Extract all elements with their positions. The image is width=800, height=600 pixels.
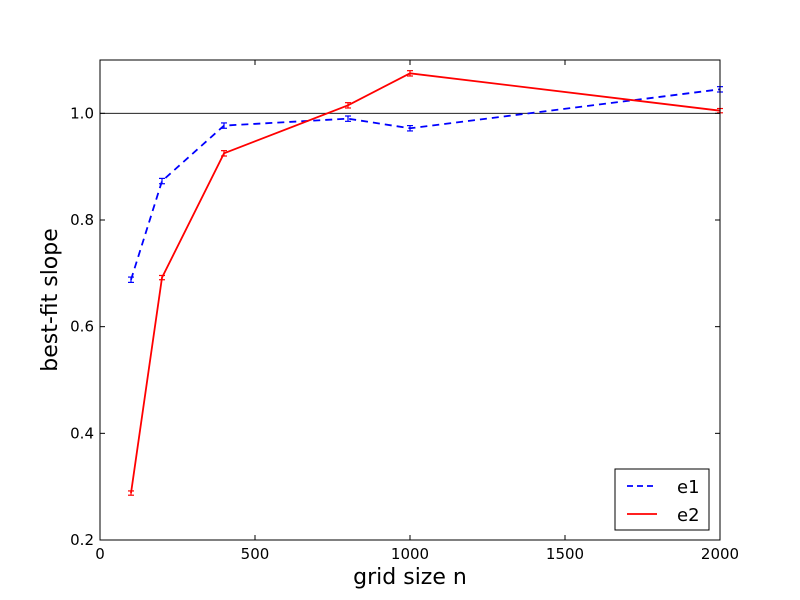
x-tick-label: 1500 [546, 545, 584, 563]
x-tick-label: 500 [241, 545, 270, 563]
series-line-e2 [130, 72, 721, 494]
legend-label-e2: e2 [677, 505, 700, 526]
series-line-e1 [130, 88, 721, 280]
data-point-e1-1 [159, 177, 165, 185]
data-point-e2-4 [407, 70, 413, 77]
data-point-e2-2 [221, 150, 227, 157]
data-point-e2-1 [159, 274, 165, 281]
plot-area [100, 70, 723, 496]
axis-ticks: 0 500 1000 1500 2000 0.2 0.4 0.6 0.8 1.0 [70, 60, 739, 563]
x-tick-label: 2000 [701, 545, 739, 563]
data-point-e1-2 [221, 122, 227, 129]
data-point-e2-3 [345, 102, 351, 109]
x-tick-label: 0 [95, 545, 105, 563]
data-point-e2-0 [128, 490, 134, 496]
y-tick-label: 1.0 [70, 104, 94, 122]
data-point-e1-3 [345, 115, 351, 122]
y-tick-label: 0.8 [70, 211, 94, 229]
y-tick-label: 0.6 [70, 318, 94, 336]
legend-frame [614, 468, 710, 531]
legend-label-e1: e1 [677, 477, 700, 498]
x-tick-label: 1000 [391, 545, 429, 563]
y-tick-label: 0.2 [70, 531, 94, 549]
data-point-e1-4 [407, 124, 413, 132]
y-tick-label: 0.4 [70, 424, 94, 442]
legend: e1 e2 [614, 468, 710, 531]
y-axis-label: best-fit slope [38, 228, 63, 372]
plot-frame [99, 59, 721, 541]
x-axis-label: grid size n [353, 565, 467, 590]
data-point-e1-0 [128, 276, 134, 283]
